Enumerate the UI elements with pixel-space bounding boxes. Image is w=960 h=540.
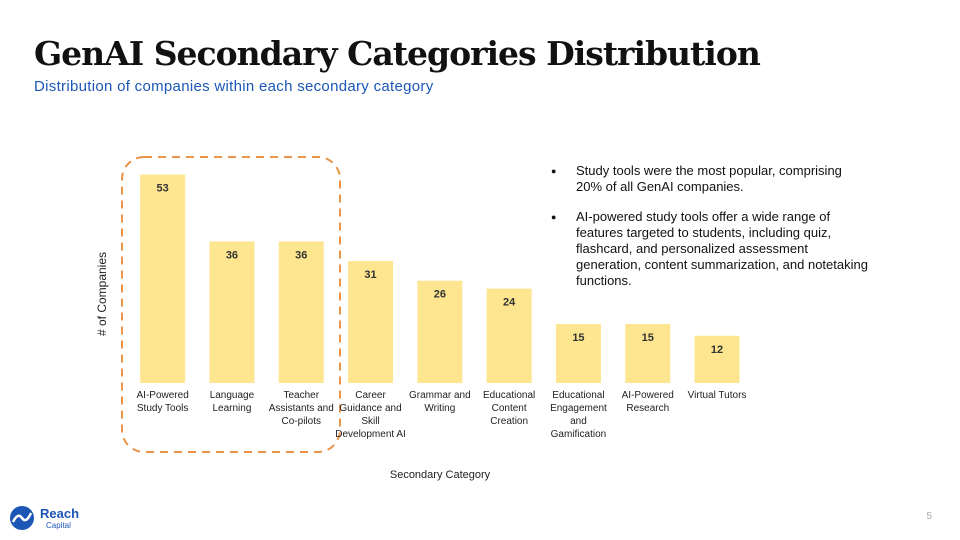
- page-number: 5: [926, 511, 932, 522]
- bar: [625, 324, 671, 383]
- x-tick-label: AI-Powered Research: [621, 390, 674, 414]
- bar: [348, 261, 394, 383]
- x-tick-label: Educational Engagement and Gamification: [550, 390, 607, 440]
- bar: [278, 241, 324, 383]
- x-tick-label: Career Guidance and Skill Development AI: [335, 390, 406, 440]
- bar: [486, 288, 532, 383]
- logo-name: Reach: [40, 506, 80, 521]
- value-label: 12: [711, 344, 723, 356]
- x-tick-label: Language Learning: [209, 390, 255, 414]
- notes: Study tools were the most popular, compr…: [548, 163, 868, 303]
- bar: [140, 174, 186, 383]
- highlight-box: [121, 156, 341, 453]
- note: Study tools were the most popular, compr…: [548, 163, 868, 195]
- logo-sub: Capital: [46, 521, 71, 530]
- x-tick-label: Grammar and Writing: [409, 390, 471, 414]
- value-label: 53: [157, 183, 169, 195]
- bar: [694, 335, 740, 383]
- value-label: 31: [364, 269, 376, 281]
- subtitle: Distribution of companies within each se…: [34, 78, 434, 95]
- value-label: 15: [572, 332, 584, 344]
- value-label: 36: [226, 249, 238, 261]
- logo-wave: [11, 512, 33, 523]
- y-axis-label: # of Companies: [95, 251, 109, 337]
- x-axis-label: Secondary Category: [389, 469, 491, 481]
- value-label: 26: [434, 289, 446, 301]
- bar: [417, 280, 463, 383]
- title: GenAI Secondary Categories Distribution: [34, 34, 761, 73]
- note: AI-powered study tools offer a wide rang…: [548, 209, 868, 289]
- x-tick-label: Virtual Tutors: [687, 390, 747, 401]
- bar: [209, 241, 255, 383]
- x-tick-label: Teacher Assistants and Co-pilots: [268, 390, 334, 427]
- bar: [555, 324, 601, 383]
- value-label: 24: [503, 297, 516, 309]
- x-tick-label: AI-Powered Study Tools: [136, 390, 189, 414]
- value-label: 15: [642, 332, 654, 344]
- x-tick-label: Educational Content Creation: [483, 390, 536, 427]
- value-label: 36: [295, 249, 307, 261]
